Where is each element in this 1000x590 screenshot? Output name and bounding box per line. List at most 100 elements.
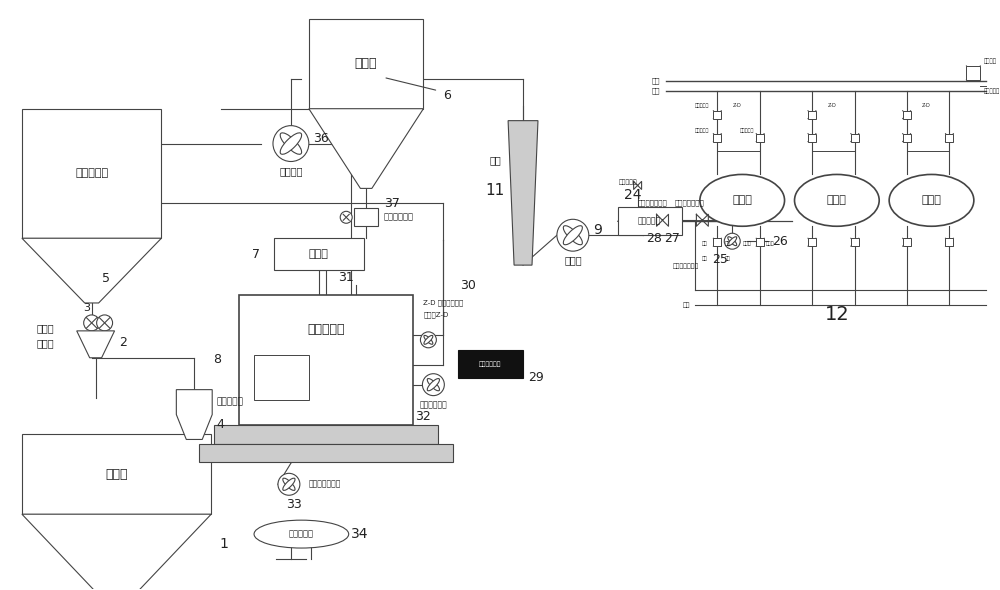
Bar	[851, 238, 859, 246]
Bar	[22, 109, 161, 238]
Text: Z-D: Z-D	[733, 103, 742, 108]
Bar	[756, 133, 764, 142]
Text: 引风机: 引风机	[564, 255, 582, 265]
Text: 34: 34	[351, 527, 369, 541]
Text: 热风炉: 热风炉	[827, 195, 847, 205]
Circle shape	[420, 332, 436, 348]
Text: 空气: 空气	[652, 87, 661, 94]
Text: 冷风废气调节阀: 冷风废气调节阀	[672, 263, 699, 269]
Text: 热风送风管: 热风送风管	[983, 88, 1000, 94]
Bar	[254, 355, 309, 399]
Ellipse shape	[283, 478, 295, 490]
Text: 煤气: 煤气	[652, 77, 661, 84]
Text: 9: 9	[593, 223, 602, 237]
Text: 1: 1	[219, 537, 228, 551]
Bar	[274, 238, 364, 270]
Text: 热风: 热风	[683, 302, 690, 308]
Text: 24: 24	[624, 188, 641, 202]
Ellipse shape	[889, 175, 974, 226]
Bar	[903, 111, 911, 119]
Text: 32: 32	[416, 410, 431, 423]
Text: 煤气调节阀: 煤气调节阀	[695, 103, 710, 108]
Bar	[808, 238, 816, 246]
Text: 26: 26	[772, 235, 788, 248]
Ellipse shape	[728, 237, 737, 245]
Text: 布袋收集器: 布袋收集器	[75, 169, 108, 178]
Ellipse shape	[280, 133, 302, 155]
Bar	[713, 133, 721, 142]
Text: 2: 2	[120, 336, 127, 349]
Polygon shape	[77, 331, 115, 358]
Bar	[756, 238, 764, 246]
Ellipse shape	[563, 226, 582, 245]
Text: 热风: 热风	[701, 255, 707, 261]
Circle shape	[724, 233, 740, 249]
Text: 冷风阀: 冷风阀	[743, 241, 752, 245]
Text: 冷风: 冷风	[724, 241, 730, 245]
Text: 煤粉浓度检测: 煤粉浓度检测	[479, 361, 501, 366]
Bar	[199, 444, 453, 463]
Polygon shape	[22, 238, 161, 303]
Text: 给煤机: 给煤机	[309, 249, 329, 259]
Circle shape	[278, 473, 300, 495]
Bar	[354, 208, 378, 226]
Bar	[808, 133, 816, 142]
Text: 36: 36	[313, 132, 329, 145]
Bar	[618, 207, 682, 235]
Text: 磨煤机密封风机: 磨煤机密封风机	[309, 480, 341, 489]
Circle shape	[422, 373, 444, 396]
Text: 磨煤机润滑泵: 磨煤机润滑泵	[419, 400, 447, 409]
Text: 4: 4	[216, 418, 224, 431]
Text: 废气混合器: 废气混合器	[638, 217, 661, 226]
Text: 热风废气切断阀: 热风废气切断阀	[638, 199, 667, 206]
Bar	[903, 133, 911, 142]
Bar	[713, 238, 721, 246]
Text: 30: 30	[460, 278, 476, 291]
Text: 7: 7	[252, 248, 260, 261]
Ellipse shape	[795, 175, 879, 226]
Polygon shape	[508, 120, 538, 265]
Polygon shape	[309, 109, 423, 188]
Text: 煤粉仓: 煤粉仓	[105, 468, 128, 481]
Ellipse shape	[700, 175, 785, 226]
Text: 磨煤机电机: 磨煤机电机	[289, 530, 314, 539]
Text: 冷风阀Z-D: 冷风阀Z-D	[423, 312, 449, 318]
Circle shape	[273, 126, 309, 162]
Polygon shape	[22, 514, 211, 590]
Text: 28: 28	[647, 232, 662, 245]
Ellipse shape	[254, 520, 349, 548]
Text: 仓顶除尘器: 仓顶除尘器	[216, 397, 243, 406]
Bar	[713, 111, 721, 119]
Text: 5: 5	[102, 271, 110, 284]
Text: 8: 8	[213, 353, 221, 366]
Ellipse shape	[427, 379, 439, 391]
Bar	[214, 425, 438, 444]
Text: 热风炉: 热风炉	[732, 195, 752, 205]
Text: 烟囱: 烟囱	[489, 156, 501, 166]
Bar	[458, 350, 523, 378]
Ellipse shape	[424, 335, 433, 345]
Text: 中速磨煤机: 中速磨煤机	[307, 323, 345, 336]
Text: 主排风机: 主排风机	[279, 166, 303, 176]
Circle shape	[557, 219, 589, 251]
Bar	[945, 238, 953, 246]
Bar	[966, 66, 980, 80]
Text: 煤气调节阀: 煤气调节阀	[618, 179, 637, 185]
Bar	[22, 434, 211, 514]
Bar	[851, 133, 859, 142]
Ellipse shape	[728, 237, 737, 245]
Bar	[808, 111, 816, 119]
Ellipse shape	[427, 379, 439, 391]
Text: 振动筛: 振动筛	[37, 338, 54, 348]
Text: 31: 31	[338, 271, 354, 284]
Text: 热风废气调节阀: 热风废气调节阀	[674, 199, 704, 206]
Text: 烟阀: 烟阀	[701, 241, 707, 245]
Text: 给煤机入口阀: 给煤机入口阀	[384, 213, 414, 222]
Text: 空气调节阀: 空气调节阀	[740, 128, 754, 133]
Ellipse shape	[280, 133, 302, 155]
Circle shape	[84, 315, 100, 331]
Ellipse shape	[424, 335, 433, 345]
Text: Z-D: Z-D	[828, 103, 836, 108]
Text: Z-D 尾气再循环阀: Z-D 尾气再循环阀	[423, 300, 464, 306]
Text: 原煤仓: 原煤仓	[354, 57, 377, 70]
